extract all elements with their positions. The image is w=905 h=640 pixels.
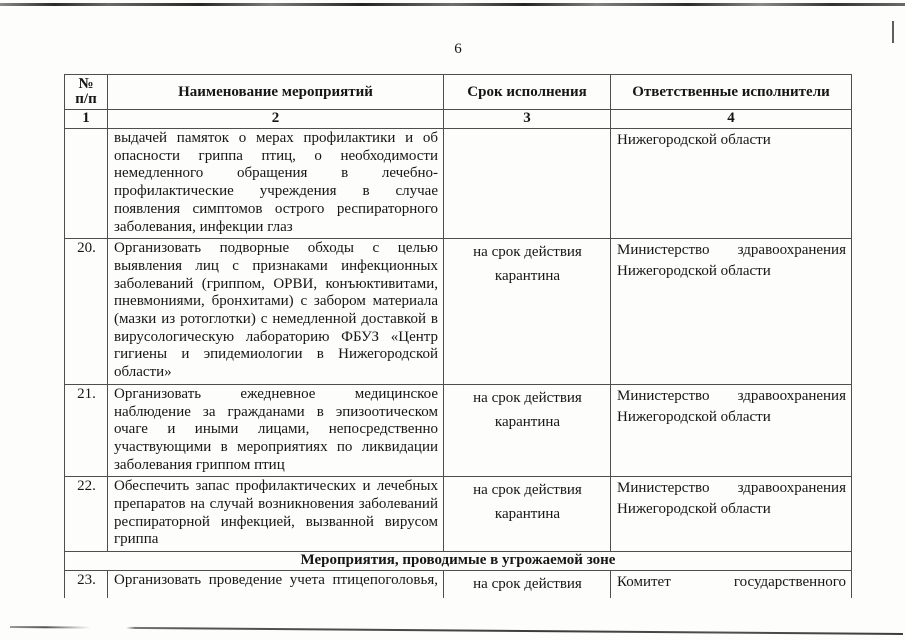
row-number-cell: 23.: [64, 570, 108, 599]
term-cell: на срок действия: [443, 570, 611, 599]
responsible-cell: Комитет государственного: [610, 570, 852, 599]
term-cell: на срок действия карантина: [443, 383, 611, 478]
activity-cell: Организовать проведение учета птицепогол…: [107, 570, 444, 599]
column-header-responsible: Ответственные исполнители: [610, 74, 852, 110]
row-number-cell: 22.: [64, 476, 108, 553]
activity-cell: Обеспечить запас профилактических и лече…: [107, 476, 444, 553]
column-header-num: № п/п: [64, 74, 108, 110]
column-number-2: 2: [107, 109, 444, 129]
scan-artifact-right-tick: [892, 21, 894, 43]
term-cell: на срок действия карантина: [443, 238, 611, 385]
table-row: выдачей памяток о мерах профилактики и о…: [64, 127, 852, 240]
responsible-cell: Нижегородской области: [610, 127, 852, 240]
column-header-activity: Наименование мероприятий: [107, 74, 444, 110]
responsible-cell: Министерство здравоохранения Нижегородск…: [610, 238, 852, 385]
page-number: 6: [454, 41, 462, 57]
scan-artifact-bottom-line: [9, 626, 903, 636]
section-header-row: Мероприятия, проводимые в угрожаемой зон…: [64, 551, 852, 572]
table-row: 20. Организовать подворные обходы с цель…: [64, 238, 852, 385]
column-number-3: 3: [443, 109, 611, 129]
activity-cell: Организовать подворные обходы с целью вы…: [107, 238, 444, 385]
table-row: 22. Обеспечить запас профилактических и …: [64, 476, 852, 553]
row-number-cell: [64, 127, 108, 240]
section-header: Мероприятия, проводимые в угрожаемой зон…: [64, 551, 852, 572]
column-number-1: 1: [64, 109, 108, 129]
column-header-term: Срок исполнения: [443, 74, 611, 110]
responsible-cell: Министерство здравоохранения Нижегородск…: [610, 476, 852, 553]
table-row: 23. Организовать проведение учета птицеп…: [64, 570, 852, 599]
row-number-cell: 20.: [64, 238, 108, 385]
term-cell: на срок действия карантина: [443, 476, 611, 553]
column-numbers-row: 1 2 3 4: [64, 109, 852, 129]
activity-cell: Организовать ежедневное медицинское набл…: [107, 383, 444, 478]
activity-cell: выдачей памяток о мерах профилактики и о…: [107, 127, 444, 240]
column-number-4: 4: [610, 109, 852, 129]
responsible-cell: Министерство здравоохранения Нижегородск…: [610, 383, 852, 478]
scan-artifact-top-line: [0, 3, 905, 6]
row-number-cell: 21.: [64, 383, 108, 478]
measures-table: № п/п Наименование мероприятий Срок испо…: [64, 74, 852, 599]
table-header-row: № п/п Наименование мероприятий Срок испо…: [64, 74, 852, 110]
table-row: 21. Организовать ежедневное медицинское …: [64, 383, 852, 478]
term-cell: [443, 127, 611, 240]
